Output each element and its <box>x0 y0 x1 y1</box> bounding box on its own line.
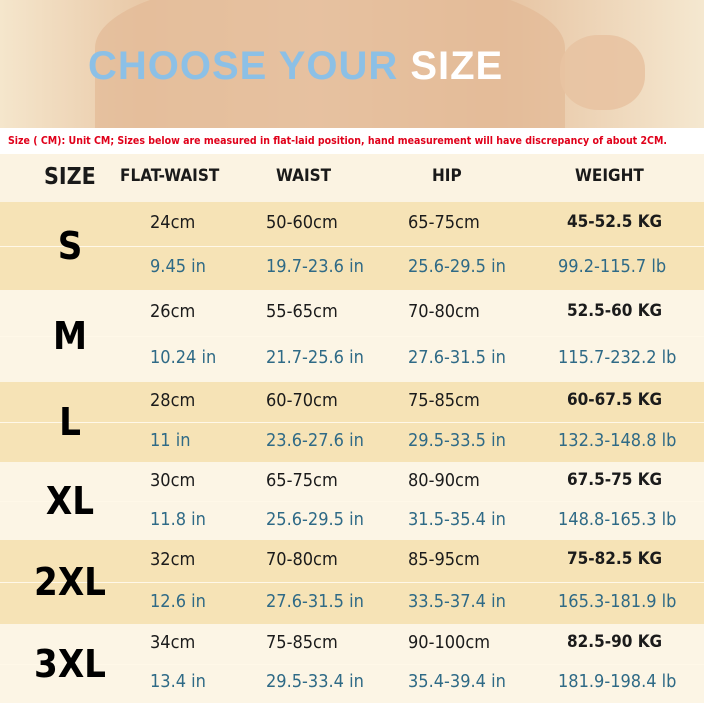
weight-lb: 165.3-181.9 lb <box>558 591 677 612</box>
waist-cm: 65-75cm <box>266 470 338 491</box>
size-label: 3XL <box>34 641 106 686</box>
hip-cm: 85-95cm <box>408 549 480 570</box>
waist-cm: 55-65cm <box>266 301 338 322</box>
table-row: 2XL 32cm 12.6 in 70-80cm 27.6-31.5 in 85-95cm… <box>0 540 704 624</box>
waist-in: 29.5-33.4 in <box>266 671 364 692</box>
hip-in: 25.6-29.5 in <box>408 256 506 277</box>
measurement-note: Size ( CM): Unit CM; Sizes below are mea… <box>0 128 704 154</box>
hip-cm: 65-75cm <box>408 212 480 233</box>
header-weight: WEIGHT <box>575 166 644 186</box>
weight-kg: 82.5-90 KG <box>567 632 663 652</box>
flat-waist-in: 12.6 in <box>150 591 206 612</box>
weight-kg: 67.5-75 KG <box>567 470 663 490</box>
model-hand <box>560 35 645 110</box>
flat-waist-cm: 28cm <box>150 390 196 411</box>
model-photo <box>95 0 565 128</box>
waist-cm: 60-70cm <box>266 390 338 411</box>
size-label: XL <box>45 479 95 523</box>
size-label: L <box>59 400 81 444</box>
waist-in: 25.6-29.5 in <box>266 509 364 530</box>
table-row: S 24cm 9.45 in 50-60cm 19.7-23.6 in 65-75cm 25… <box>0 202 704 290</box>
flat-waist-cm: 34cm <box>150 632 196 653</box>
waist-in: 21.7-25.6 in <box>266 347 364 368</box>
hip-cm: 75-85cm <box>408 390 480 411</box>
weight-kg: 52.5-60 KG <box>567 301 663 321</box>
waist-in: 23.6-27.6 in <box>266 430 364 451</box>
weight-kg: 75-82.5 KG <box>567 549 663 569</box>
table-row: M 26cm 10.24 in 55-65cm 21.7-25.6 in 70-80cm 2… <box>0 290 704 382</box>
row-divider <box>0 582 704 583</box>
hip-in: 31.5-35.4 in <box>408 509 506 530</box>
weight-lb: 132.3-148.8 lb <box>558 430 677 451</box>
flat-waist-in: 11.8 in <box>150 509 206 530</box>
header-waist: WAIST <box>276 166 332 186</box>
size-label: 2XL <box>34 560 106 604</box>
hip-in: 35.4-39.4 in <box>408 671 506 692</box>
row-divider <box>0 663 704 665</box>
row-divider <box>0 422 704 423</box>
weight-kg: 45-52.5 KG <box>567 212 663 232</box>
table-row: 3XL 34cm 13.4 in 75-85cm 29.5-33.4 in 90-100c… <box>0 624 704 703</box>
flat-waist-cm: 26cm <box>150 301 196 322</box>
banner-image: CHOOSE YOUR SIZE <box>0 0 704 128</box>
waist-cm: 50-60cm <box>266 212 338 233</box>
weight-lb: 181.9-198.4 lb <box>558 671 677 692</box>
hip-in: 33.5-37.4 in <box>408 591 506 612</box>
weight-lb: 99.2-115.7 lb <box>558 256 667 277</box>
table-row: XL 30cm 11.8 in 65-75cm 25.6-29.5 in 80-90cm 3… <box>0 462 704 540</box>
weight-lb: 148.8-165.3 lb <box>558 509 677 530</box>
hip-in: 27.6-31.5 in <box>408 347 506 368</box>
banner-title: CHOOSE YOUR SIZE <box>88 44 503 89</box>
table-header: SIZE FLAT-WAIST WAIST HIP WEIGHT <box>0 154 704 202</box>
title-part1: CHOOSE YOUR <box>88 44 399 88</box>
hip-cm: 70-80cm <box>408 301 480 322</box>
waist-cm: 75-85cm <box>266 632 338 653</box>
size-label: M <box>52 314 88 358</box>
waist-cm: 70-80cm <box>266 549 338 570</box>
flat-waist-cm: 32cm <box>150 549 196 570</box>
row-divider <box>0 336 704 337</box>
weight-lb: 115.7-232.2 lb <box>558 347 677 368</box>
flat-waist-cm: 24cm <box>150 212 196 233</box>
hip-cm: 80-90cm <box>408 470 480 491</box>
row-divider <box>0 246 704 247</box>
hip-in: 29.5-33.5 in <box>408 430 506 451</box>
title-part2: SIZE <box>410 44 504 88</box>
flat-waist-in: 11 in <box>150 430 191 451</box>
row-divider <box>0 501 704 502</box>
size-label: S <box>57 224 83 268</box>
flat-waist-in: 10.24 in <box>150 347 217 368</box>
waist-in: 27.6-31.5 in <box>266 591 364 612</box>
flat-waist-in: 9.45 in <box>150 256 206 277</box>
hip-cm: 90-100cm <box>408 632 491 653</box>
weight-kg: 60-67.5 KG <box>567 390 663 410</box>
waist-in: 19.7-23.6 in <box>266 256 364 277</box>
header-size: SIZE <box>44 164 96 190</box>
flat-waist-cm: 30cm <box>150 470 196 491</box>
header-hip: HIP <box>432 166 462 186</box>
flat-waist-in: 13.4 in <box>150 671 206 692</box>
table-row: L 28cm 11 in 60-70cm 23.6-27.6 in 75-85cm 29.5… <box>0 382 704 462</box>
header-flat-waist: FLAT-WAIST <box>120 166 220 186</box>
